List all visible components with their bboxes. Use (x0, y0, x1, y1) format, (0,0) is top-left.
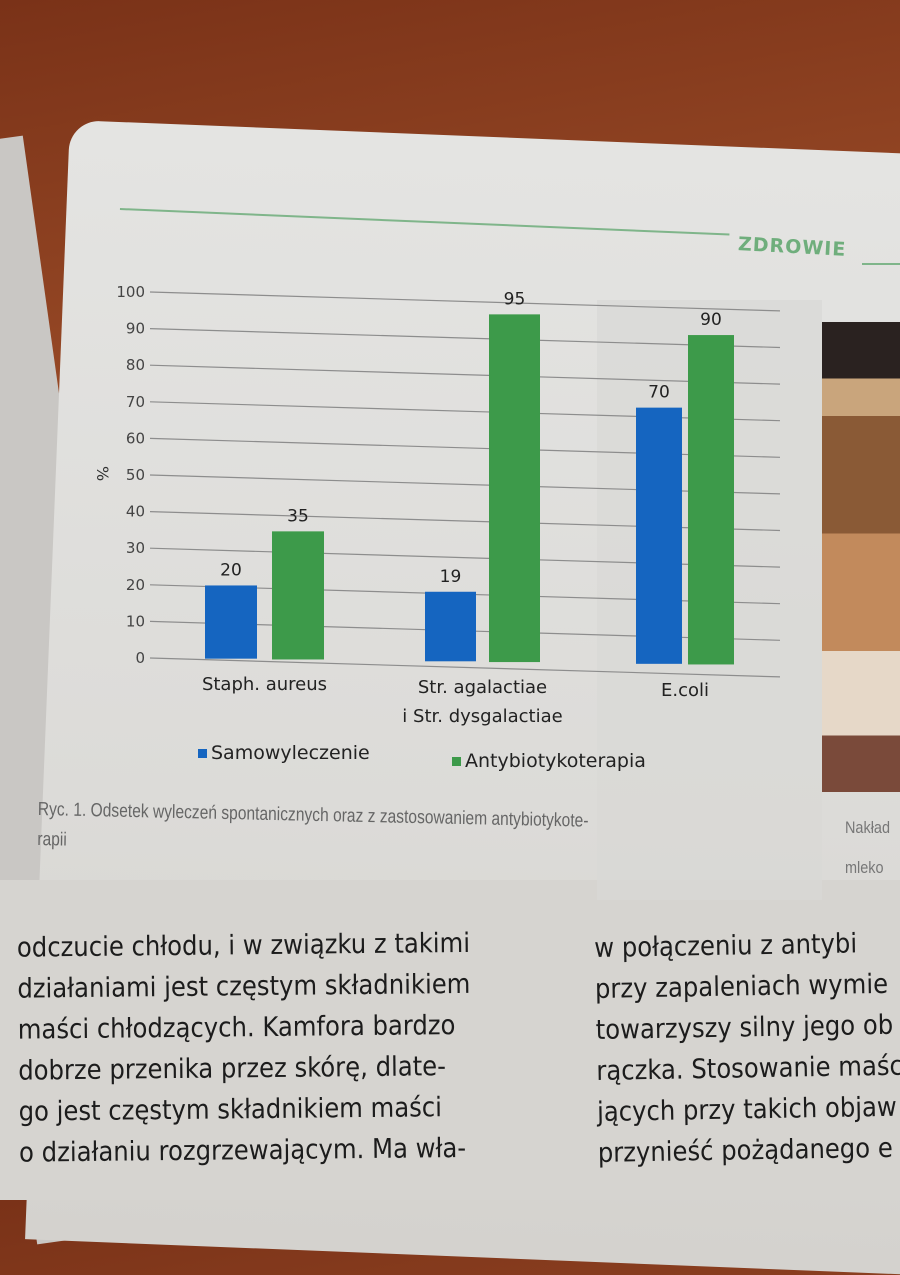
y-tick-label: 0 (135, 649, 145, 667)
header-rule-right (862, 263, 900, 265)
text-line: przynieść pożądanego e (597, 1132, 894, 1169)
text-line: w połączeniu z antybi (593, 928, 858, 964)
text-line: działaniami jest częstym składnikiem (17, 968, 471, 1005)
y-axis-label: % (93, 466, 112, 481)
y-tick-label: 60 (126, 429, 145, 447)
text-line: maści chłodzących. Kamfora bardzo (17, 1010, 456, 1046)
y-tick-label: 50 (126, 466, 145, 484)
data-label: 95 (504, 289, 526, 309)
text-line: jących przy takich objaw (596, 1091, 898, 1128)
body-text-left: odczucie chłodu, i w związku z takimi dz… (17, 922, 523, 1173)
side-caption-line: mleko (845, 858, 884, 877)
data-label: 20 (220, 560, 242, 580)
data-label: 90 (700, 310, 722, 330)
bar-antybiotykoterapia (688, 335, 734, 665)
y-tick-label: 70 (126, 393, 145, 411)
legend-item-samowyleczenie: Samowyleczenie (198, 742, 370, 764)
data-label: 70 (648, 383, 670, 403)
x-tick-label: E.coli (661, 680, 709, 701)
side-caption-line: Nakład (845, 818, 890, 837)
x-tick-labels: Staph. aureus Str. agalactiae i Str. dysga… (202, 674, 709, 727)
bar-chart: 0 10 20 30 40 50 60 70 80 90 100 % 20 35 19 95 70 90 St… (93, 283, 781, 727)
body-text-right: w połączeniu z antybi przy zapaleniach w… (594, 922, 900, 1174)
gridline (149, 657, 781, 678)
text-line: przy zapaleniach wymie (594, 968, 889, 1005)
y-tick-label: 10 (126, 612, 145, 630)
gridline (149, 401, 781, 422)
cow-photo (822, 322, 900, 792)
y-tick-label: 100 (116, 283, 145, 301)
legend-swatch-blue (198, 749, 207, 758)
bar-samowyleczenie (425, 591, 476, 662)
y-tick-label: 30 (126, 539, 145, 557)
bars: 20 35 19 95 70 90 (205, 289, 734, 665)
bar-antybiotykoterapia (272, 531, 324, 660)
x-tick-label: Staph. aureus (202, 674, 327, 695)
y-tick-label: 20 (126, 576, 145, 594)
x-tick-label: i Str. dysgalactiae (402, 706, 562, 727)
y-tick-label: 40 (126, 503, 145, 521)
legend-label: Samowyleczenie (211, 742, 370, 764)
text-line: go jest częstym składnikiem maści (18, 1092, 443, 1128)
text-line: rączka. Stosowanie maśc (596, 1050, 900, 1087)
text-line: towarzyszy silny jego ob (595, 1009, 894, 1046)
legend-label: Antybiotykoterapia (465, 750, 646, 772)
y-tick-label: 90 (126, 320, 145, 338)
gridline (149, 328, 781, 349)
gridline (149, 291, 781, 312)
y-tick-label: 80 (126, 356, 145, 374)
gridline (149, 511, 781, 532)
magazine-page-lower (0, 880, 900, 1200)
bar-antybiotykoterapia (489, 314, 540, 663)
legend-item-antybiotykoterapia: Antybiotykoterapia (452, 750, 646, 772)
y-tick-labels: 0 10 20 30 40 50 60 70 80 90 100 (116, 283, 145, 667)
gridline (149, 474, 781, 495)
gridline (149, 364, 781, 385)
text-line: odczucie chłodu, i w związku z takimi (16, 927, 471, 964)
gridline (149, 547, 781, 568)
legend-swatch-green (452, 757, 461, 766)
gridline (149, 437, 781, 458)
x-tick-label: Str. agalactiae (418, 677, 547, 698)
text-line: o działaniu rozgrzewającym. Ma wła- (18, 1132, 467, 1169)
bar-samowyleczenie (636, 407, 682, 664)
text-line: dobrze przenika przez skórę, dlate- (18, 1051, 447, 1087)
side-caption: Nakład mleko (845, 808, 890, 888)
bar-samowyleczenie (205, 585, 257, 659)
data-label: 19 (440, 567, 462, 587)
data-label: 35 (287, 506, 309, 526)
